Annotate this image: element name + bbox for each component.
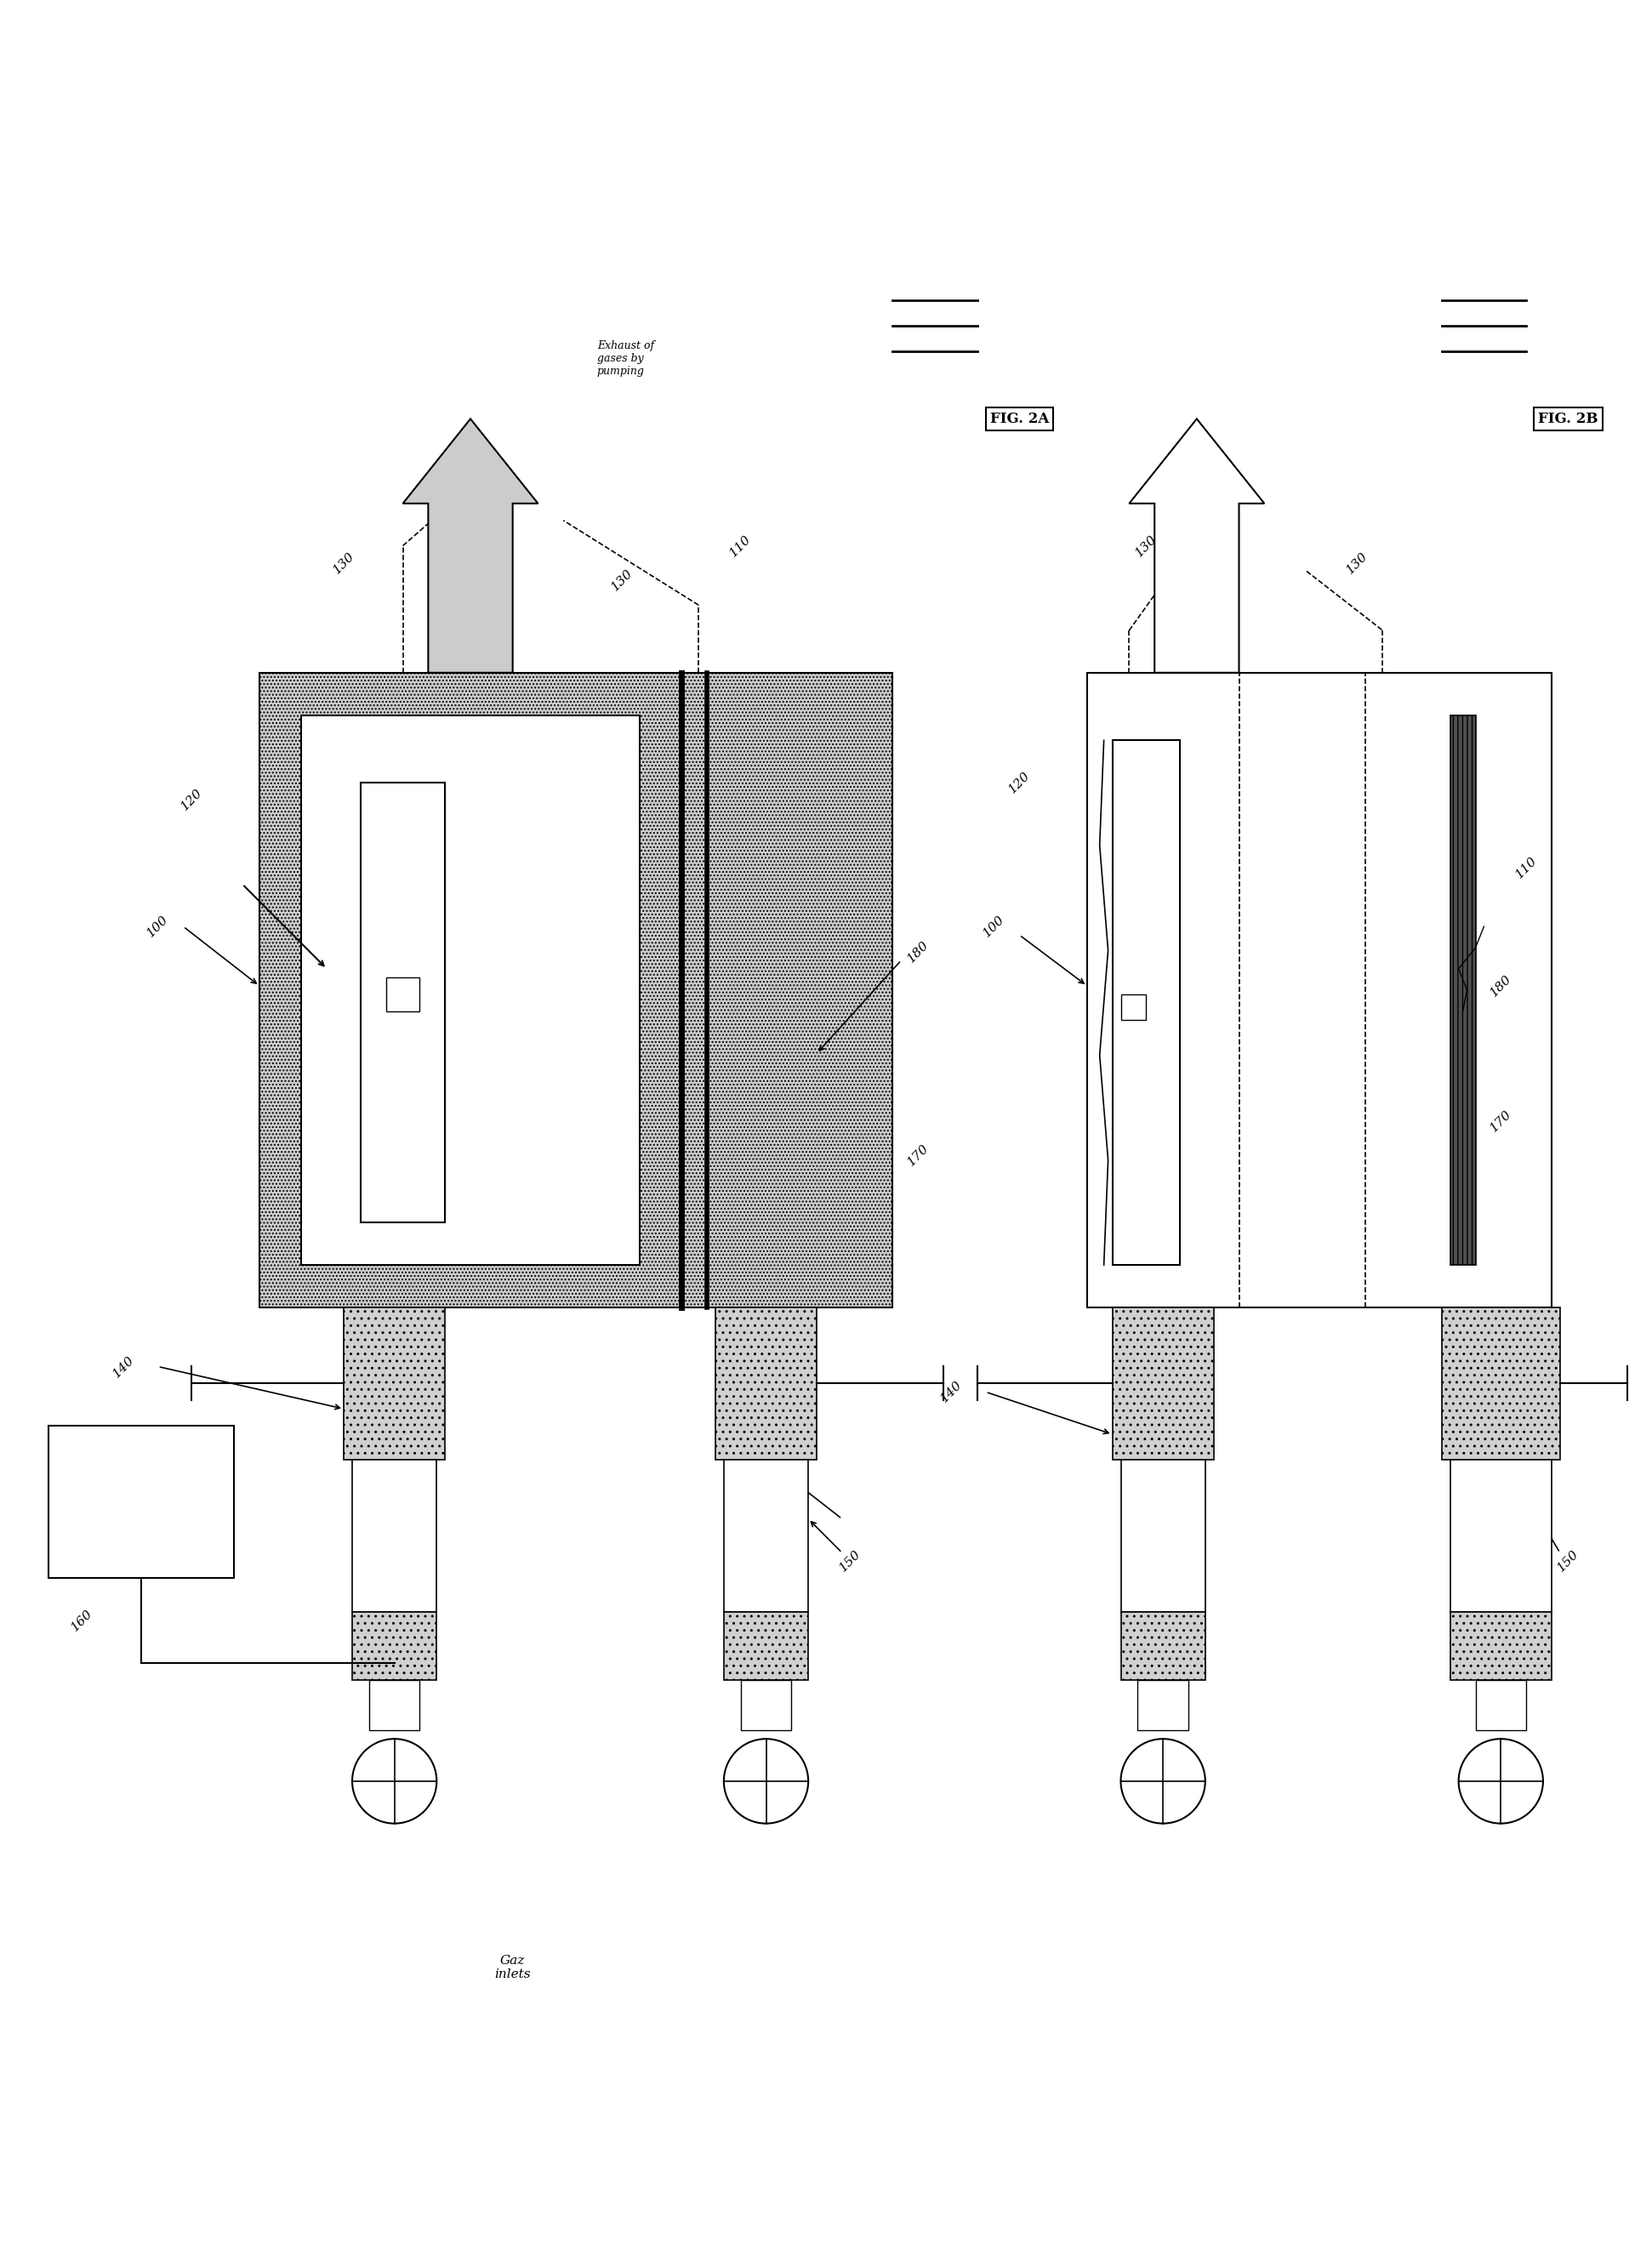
Text: 110: 110 xyxy=(1513,855,1540,880)
Text: 130: 130 xyxy=(610,565,636,592)
Circle shape xyxy=(724,1739,808,1824)
Text: 120: 120 xyxy=(1006,770,1032,797)
Text: 140: 140 xyxy=(111,1353,137,1380)
FancyArrow shape xyxy=(1130,420,1264,673)
Text: FIG. 2A: FIG. 2A xyxy=(990,411,1049,426)
Text: 100: 100 xyxy=(981,913,1008,940)
Text: 130: 130 xyxy=(330,550,357,577)
Bar xyxy=(1120,994,1146,1019)
Text: 150: 150 xyxy=(1556,1548,1581,1575)
Text: 110: 110 xyxy=(727,532,753,559)
Bar xyxy=(724,1611,808,1679)
Bar xyxy=(740,1679,791,1730)
Text: 130: 130 xyxy=(1133,532,1160,559)
Bar xyxy=(360,783,444,1223)
Bar xyxy=(1120,1459,1206,1611)
Text: 100: 100 xyxy=(145,913,170,940)
Text: Exhaust of
gases by
pumping: Exhaust of gases by pumping xyxy=(596,339,654,377)
Text: FIG. 2B: FIG. 2B xyxy=(1538,411,1599,426)
Circle shape xyxy=(352,1739,436,1824)
FancyArrow shape xyxy=(403,420,539,673)
Bar xyxy=(1475,1679,1526,1730)
Text: 180: 180 xyxy=(1488,972,1513,999)
Bar xyxy=(368,1679,420,1730)
Bar xyxy=(1450,716,1475,1266)
Text: 140: 140 xyxy=(938,1378,965,1405)
Bar xyxy=(302,716,639,1266)
Bar xyxy=(352,1459,436,1611)
Text: 150: 150 xyxy=(838,1548,864,1575)
Circle shape xyxy=(1459,1739,1543,1824)
Bar xyxy=(1442,1308,1559,1459)
Bar xyxy=(259,673,682,1308)
Bar xyxy=(1138,1679,1188,1730)
Bar xyxy=(352,1611,436,1679)
Circle shape xyxy=(1120,1739,1206,1824)
Bar xyxy=(1087,673,1551,1308)
Bar xyxy=(1120,1611,1206,1679)
Bar xyxy=(682,673,892,1308)
Text: 180: 180 xyxy=(905,938,932,965)
Text: 120: 120 xyxy=(178,788,205,812)
Text: 130: 130 xyxy=(1345,550,1370,577)
Bar xyxy=(1112,741,1180,1266)
Bar xyxy=(387,978,420,1012)
Text: 170: 170 xyxy=(905,1142,932,1169)
Bar xyxy=(724,1459,808,1611)
Bar xyxy=(48,1425,235,1578)
Text: Gaz
inlets: Gaz inlets xyxy=(494,1955,530,1979)
Bar xyxy=(1112,1308,1214,1459)
Bar xyxy=(1450,1611,1551,1679)
Bar xyxy=(1450,1459,1551,1611)
Text: 160: 160 xyxy=(69,1607,94,1634)
Text: 170: 170 xyxy=(1488,1109,1513,1133)
Bar xyxy=(715,1308,816,1459)
Bar xyxy=(344,1308,444,1459)
